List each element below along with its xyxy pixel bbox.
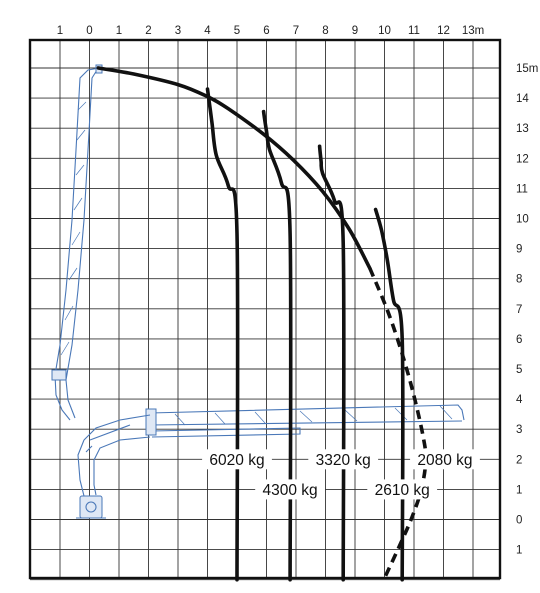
y-tick-label: 5 xyxy=(516,364,522,376)
x-tick-label: 0 xyxy=(86,25,92,37)
x-tick-label: 3 xyxy=(175,25,181,37)
x-tick-label: 4 xyxy=(204,25,211,37)
y-tick-label: 0 xyxy=(516,515,522,527)
load-label: 2080 kg xyxy=(417,452,472,469)
outer-envelope-dashed-curve xyxy=(368,267,428,579)
load-label: 3320 kg xyxy=(316,452,371,469)
y-tick-label: 3 xyxy=(516,424,522,436)
y-tick-label: 2 xyxy=(516,454,522,466)
y-tick-label: 6 xyxy=(516,334,522,346)
crane-raised-boom xyxy=(54,67,101,421)
crane-column-strut xyxy=(85,424,131,453)
load-label-bg xyxy=(410,449,480,470)
crane-folded-boom-top xyxy=(149,404,465,421)
load-label-bg xyxy=(255,479,325,500)
load-label: 4300 kg xyxy=(263,482,318,499)
x-tick-label: 11 xyxy=(408,25,420,37)
load-label-bg xyxy=(367,479,438,500)
y-tick-label: 10 xyxy=(516,214,529,226)
crane-raised-boom-joint xyxy=(51,369,67,381)
y-tick-label: 13 xyxy=(516,123,529,135)
crane-boom-joint xyxy=(145,408,157,436)
x-tick-label: 2 xyxy=(145,25,151,37)
x-tick-label: 1 xyxy=(116,25,122,37)
load-curve xyxy=(205,87,240,582)
crane-folded-boom-bottom xyxy=(149,420,463,426)
outer-envelope-curve xyxy=(96,66,372,270)
x-tick-label: 12 xyxy=(437,25,450,37)
x-tick-label: 8 xyxy=(322,25,328,37)
x-tick-label: 1 xyxy=(57,25,63,37)
x-tick-label: 7 xyxy=(293,25,299,37)
y-tick-label: 8 xyxy=(516,274,522,286)
x-tick-label: 5 xyxy=(234,25,240,37)
x-axis-tick-labels: 1 0 1 2 3 4 5 6 7 8 9 10 11 12 13m xyxy=(57,25,484,37)
y-tick-label: 1 xyxy=(516,545,522,557)
crane-base xyxy=(79,495,103,519)
crane-folded-boom-under xyxy=(151,427,301,438)
y-tick-label: 1 xyxy=(516,484,522,496)
load-curve xyxy=(373,207,405,582)
chart-frame xyxy=(28,38,502,580)
x-tick-label: 9 xyxy=(352,25,358,37)
crane-raised-boom-hatch xyxy=(60,101,87,356)
crane-column xyxy=(77,414,151,497)
y-tick-label: 7 xyxy=(516,304,522,316)
y-tick-label: 14 xyxy=(516,93,529,105)
crane-illustration xyxy=(51,64,465,519)
load-curve xyxy=(261,109,293,582)
load-label: 6020 kg xyxy=(209,452,264,469)
crane-base-slew xyxy=(85,501,97,513)
x-tick-label: 13m xyxy=(462,25,484,37)
load-label: 2610 kg xyxy=(375,482,430,499)
crane-raised-boom-inner xyxy=(65,69,98,419)
crane-folded-boom-hatch xyxy=(174,405,453,426)
load-labels: 6020 kg 3320 kg 2080 kg 4300 kg 2610 kg xyxy=(202,449,480,500)
y-tick-label: 9 xyxy=(516,244,522,256)
load-curves xyxy=(205,87,405,582)
x-tick-label: 10 xyxy=(378,25,391,37)
y-tick-label: 4 xyxy=(516,394,523,406)
y-tick-label: 15m xyxy=(516,63,538,75)
y-tick-label: 12 xyxy=(516,153,529,165)
load-curve xyxy=(317,144,346,582)
load-label-bg xyxy=(202,449,272,470)
x-tick-label: 6 xyxy=(263,25,269,37)
load-label-bg xyxy=(308,449,379,470)
y-tick-label: 11 xyxy=(516,183,528,195)
